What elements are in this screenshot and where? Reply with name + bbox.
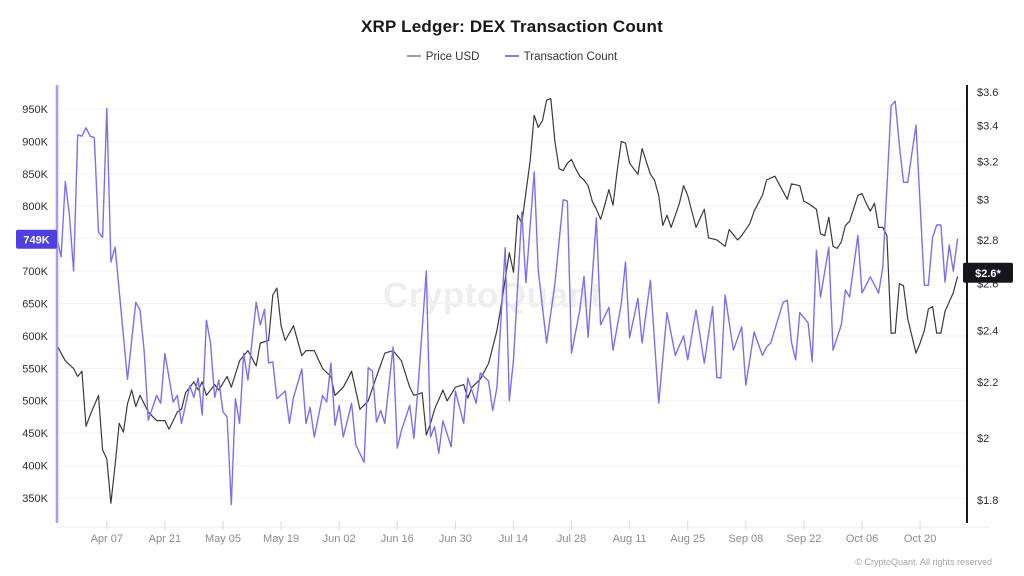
x-axis-tick-label: Aug 11 [613, 533, 647, 545]
left-axis-tick-label: 950K [22, 104, 48, 116]
legend-item-price[interactable]: Price USD [406, 51, 480, 63]
right-axis-tick-label: $3.2 [977, 156, 998, 168]
right-axis-tick-label: $2.8 [977, 235, 998, 247]
right-last-value-badge [963, 262, 1013, 283]
left-axis-tick-label: 450K [22, 428, 48, 440]
left-axis-tick-label: 700K [22, 266, 48, 278]
legend-label-transaction-count: Transaction Count [523, 51, 618, 63]
right-axis-tick-label: $2.2 [977, 377, 998, 389]
left-axis-tick-label: 550K [22, 363, 48, 375]
x-axis-tick-label: Jun 16 [381, 533, 414, 545]
x-axis-tick-label: Oct 20 [904, 533, 936, 545]
right-axis-tick-label: $2.4 [977, 326, 998, 338]
left-axis-tick-label: 400K [22, 461, 48, 473]
x-axis-tick-label: Aug 25 [670, 533, 705, 545]
x-axis-tick-label: Jul 28 [557, 533, 586, 545]
legend-label-price: Price USD [425, 51, 480, 63]
left-last-value-badge [16, 229, 57, 249]
x-axis-tick-label: Apr 21 [149, 533, 181, 545]
legend-item-transaction-count[interactable]: Transaction Count [504, 51, 618, 63]
legend: Price USD Transaction Count [0, 51, 1024, 63]
transaction-count-line [56, 100, 959, 506]
left-axis-tick-label: 800K [22, 201, 48, 213]
x-axis-tick-label: Jul 14 [499, 533, 528, 545]
x-axis-tick-label: Sep 22 [786, 533, 821, 545]
x-axis-tick-label: Jun 30 [439, 533, 472, 545]
left-axis-tick-label: 850K [22, 169, 48, 181]
left-last-value-badge-label: 749K [23, 234, 49, 246]
x-axis-tick-label: Apr 07 [91, 533, 123, 545]
left-axis-tick-label: 650K [22, 298, 48, 310]
left-axis-tick-label: 900K [22, 136, 48, 148]
x-axis-tick-label: Jun 02 [323, 533, 356, 545]
right-axis-tick-label: $1.8 [977, 495, 998, 507]
right-axis-tick-label: $3.6 [977, 87, 998, 99]
left-axis-tick-label: 600K [22, 331, 48, 343]
transaction-count-line-swatch-icon [504, 54, 519, 57]
copyright-footer: © CryptoQuant. All rights reserved [855, 557, 992, 567]
right-axis-tick-label: $3.4 [977, 121, 998, 133]
x-axis-tick-label: May 19 [263, 533, 299, 545]
left-axis-tick-label: 350K [22, 493, 48, 505]
right-axis-tick-label: $2 [977, 433, 989, 445]
left-axis-tick-label: 500K [22, 396, 48, 408]
price-line-swatch-icon [406, 54, 421, 57]
x-axis-tick-label: May 05 [205, 533, 241, 545]
x-axis-tick-label: Oct 06 [846, 533, 878, 545]
x-axis-tick-label: Sep 08 [728, 533, 763, 545]
right-last-value-badge-label: $2.6* [975, 268, 1001, 280]
right-axis-tick-label: $3 [977, 194, 989, 206]
chart-title: XRP Ledger: DEX Transaction Count [361, 17, 663, 36]
